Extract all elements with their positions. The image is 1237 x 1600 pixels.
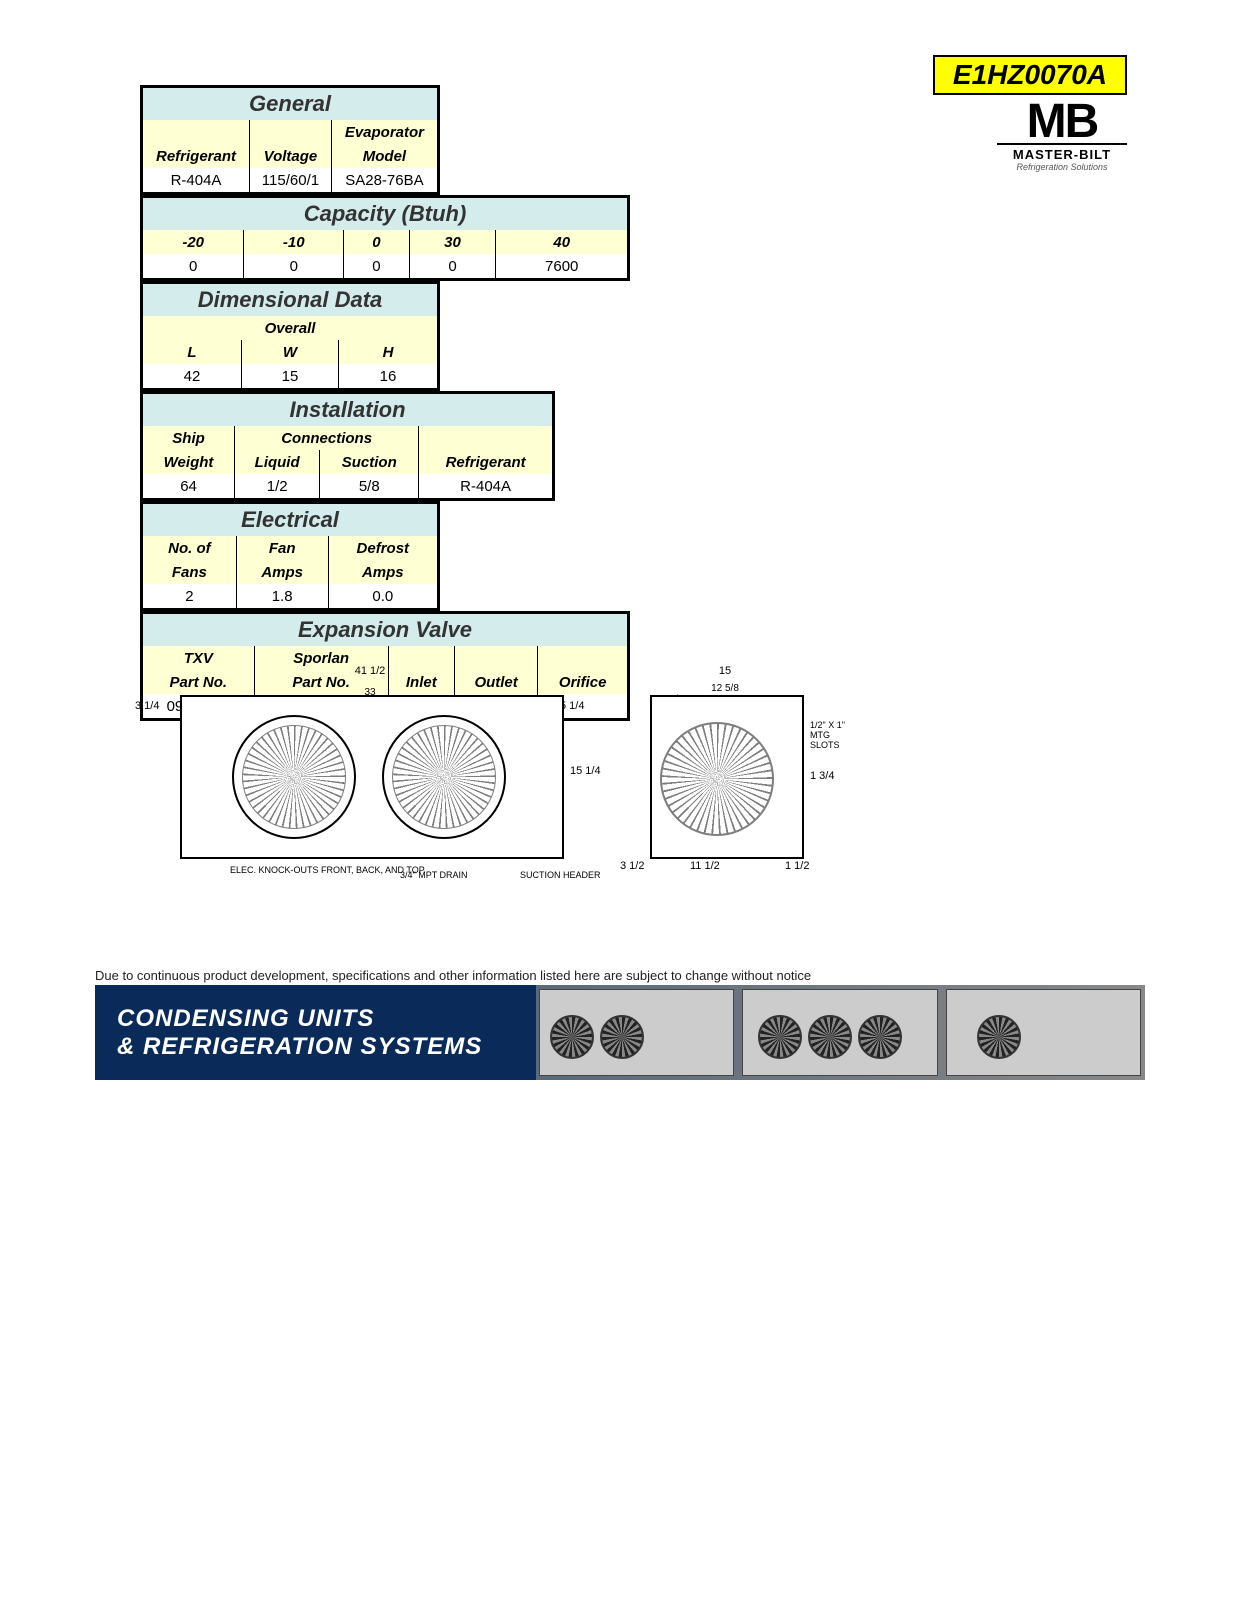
fan-icon <box>858 1015 902 1059</box>
logo-initials: MB <box>997 100 1127 143</box>
cell: 0 <box>344 254 409 280</box>
disclaimer-text: Due to continuous product development, s… <box>95 968 811 983</box>
product-image <box>539 989 734 1076</box>
logo-tagline: Refrigeration Solutions <box>997 162 1127 172</box>
fan-icon <box>977 1015 1021 1059</box>
hdr: Refrigerant <box>419 450 554 474</box>
hdr: L <box>142 340 242 364</box>
hdr: Weight <box>142 450 235 474</box>
section-title-electrical: Electrical <box>142 503 439 537</box>
cell: 1.8 <box>236 584 328 610</box>
label-knockouts: ELEC. KNOCK-OUTS FRONT, BACK, AND TOP <box>230 865 425 875</box>
hdr: Fan <box>236 536 328 560</box>
hdr: Defrost <box>328 536 438 560</box>
hdr: Evaporator <box>331 120 438 144</box>
hdr: Refrigerant <box>142 144 250 168</box>
hdr: Suction <box>320 450 419 474</box>
hdr: Model <box>331 144 438 168</box>
section-title-dimensional: Dimensional Data <box>142 283 439 317</box>
cell: R-404A <box>419 474 554 500</box>
hdr: No. of <box>142 536 237 560</box>
cell: 2 <box>142 584 237 610</box>
dim-side-bot-l: 3 1/2 <box>620 860 644 872</box>
cell: 0 <box>244 254 344 280</box>
brand-logo: MB MASTER-BILT Refrigeration Solutions <box>997 100 1127 172</box>
hdr: Voltage <box>250 144 332 168</box>
spec-sheet-page: E1HZ0070A MB MASTER-BILT Refrigeration S… <box>0 0 1237 1600</box>
hdr: W <box>241 340 338 364</box>
front-view-box <box>180 695 564 859</box>
table-electrical: Electrical No. of Fan Defrost Fans Amps … <box>140 501 440 611</box>
fan-icon <box>808 1015 852 1059</box>
cell: 16 <box>339 364 439 390</box>
hdr <box>419 426 554 450</box>
hdr: -10 <box>244 230 344 254</box>
hdr: Liquid <box>235 450 320 474</box>
cell: SA28-76BA <box>331 168 438 194</box>
cell: 115/60/1 <box>250 168 332 194</box>
cell: 0 <box>409 254 496 280</box>
section-title-installation: Installation <box>142 393 554 427</box>
hdr: 30 <box>409 230 496 254</box>
dim-side-width: 15 <box>650 665 800 677</box>
fan-icon <box>660 722 774 836</box>
product-image <box>946 989 1141 1076</box>
side-view-box <box>650 695 804 859</box>
dim-overall-width: 41 1/2 <box>180 665 560 677</box>
fan-icon <box>382 715 506 839</box>
fan-icon <box>232 715 356 839</box>
label-suction: SUCTION HEADER <box>520 870 601 880</box>
cell: 1/2 <box>235 474 320 500</box>
hdr-overall: Overall <box>142 316 439 340</box>
section-title-capacity: Capacity (Btuh) <box>142 197 629 231</box>
cell: 5/8 <box>320 474 419 500</box>
footer-banner: CONDENSING UNITS & REFRIGERATION SYSTEMS <box>95 985 1145 1080</box>
fan-icon <box>758 1015 802 1059</box>
hdr: -20 <box>142 230 244 254</box>
hdr: 40 <box>496 230 629 254</box>
cell: 15 <box>241 364 338 390</box>
footer-line1: CONDENSING UNITS <box>117 1005 374 1032</box>
cell: 0 <box>142 254 244 280</box>
section-title-general: General <box>142 87 439 121</box>
cell: 7600 <box>496 254 629 280</box>
label-drain: 3/4" MPT DRAIN <box>400 870 468 880</box>
product-image <box>742 989 937 1076</box>
dim-value: 12 5/8 <box>711 683 739 694</box>
dim-left-margin: 3 1/4 <box>135 700 159 712</box>
hdr-connections: Connections <box>235 426 419 450</box>
cell: 0.0 <box>328 584 438 610</box>
section-title-expansion: Expansion Valve <box>142 613 629 647</box>
hdr: Amps <box>236 560 328 584</box>
cell: R-404A <box>142 168 250 194</box>
dim-side-bot-r: 1 1/2 <box>785 860 809 872</box>
table-installation: Installation Ship Connections Weight Liq… <box>140 391 555 501</box>
table-general: General Evaporator Refrigerant Voltage M… <box>140 85 440 195</box>
fan-icon <box>600 1015 644 1059</box>
dim-side-bot-m: 11 1/2 <box>690 860 720 872</box>
dim-height: 15 1/4 <box>570 765 601 777</box>
spec-tables: General Evaporator Refrigerant Voltage M… <box>140 85 630 721</box>
model-number-banner: E1HZ0070A <box>933 55 1127 95</box>
dimensional-diagram: 41 1/2 33 ℄ MOUNTING SLOTS 3 1/4 5 1/4 1… <box>130 665 850 895</box>
hdr: Ship <box>142 426 235 450</box>
label-mtg-slots: 1/2" X 1" MTG SLOTS <box>810 720 850 750</box>
hdr: Amps <box>328 560 438 584</box>
hdr <box>250 120 332 144</box>
table-capacity: Capacity (Btuh) -20 -10 0 30 40 0 0 0 0 … <box>140 195 630 281</box>
footer-title: CONDENSING UNITS & REFRIGERATION SYSTEMS <box>95 1005 482 1060</box>
table-dimensional: Dimensional Data Overall L W H 42 15 16 <box>140 281 440 391</box>
dim-side-r1: 1 3/4 <box>810 770 834 782</box>
hdr <box>142 120 250 144</box>
fan-icon <box>550 1015 594 1059</box>
hdr: H <box>339 340 439 364</box>
footer-product-images <box>535 985 1145 1080</box>
cell: 42 <box>142 364 242 390</box>
hdr: Fans <box>142 560 237 584</box>
hdr: 0 <box>344 230 409 254</box>
footer-line2: & REFRIGERATION SYSTEMS <box>117 1033 482 1060</box>
cell: 64 <box>142 474 235 500</box>
